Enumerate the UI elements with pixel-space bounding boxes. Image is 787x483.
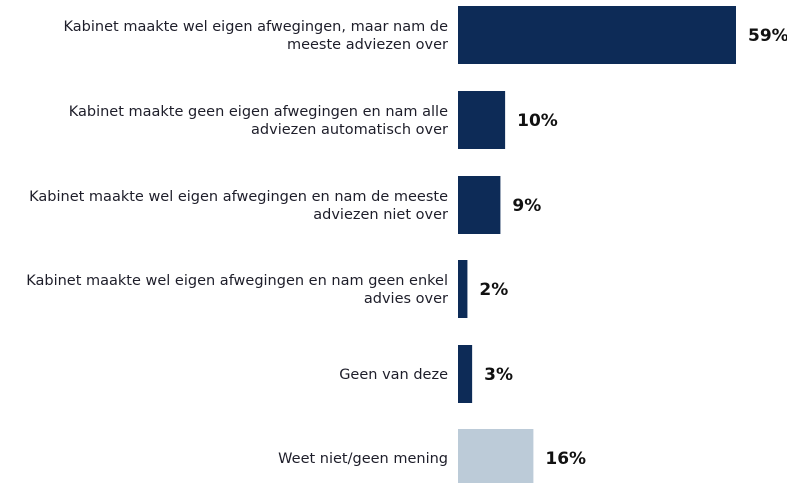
category-label-4-line-0: Geen van deze [339, 367, 448, 383]
category-label-0-line-1: meeste adviezen over [287, 37, 448, 53]
value-label-0: 59% [748, 26, 787, 46]
value-label-1: 10% [517, 111, 558, 131]
value-label-3: 2% [479, 280, 508, 300]
category-label-2-line-0: Kabinet maakte wel eigen afwegingen en n… [29, 189, 448, 205]
value-label-4: 3% [484, 365, 513, 385]
bar-4 [458, 345, 473, 403]
category-label-3-line-0: Kabinet maakte wel eigen afwegingen en n… [26, 273, 448, 289]
bar-3 [458, 260, 468, 318]
category-label-3-line-1: advies over [364, 291, 448, 307]
category-label-1-line-1: adviezen automatisch over [251, 122, 448, 138]
bar-5 [458, 429, 534, 483]
value-label-2: 9% [512, 196, 541, 216]
category-label-1-line-0: Kabinet maakte geen eigen afwegingen en … [69, 104, 448, 120]
category-label-5-line-0: Weet niet/geen mening [278, 451, 448, 467]
category-label-2-line-1: adviezen niet over [313, 207, 448, 223]
bar-1 [458, 91, 506, 149]
value-label-5: 16% [545, 449, 586, 469]
bar-0 [458, 6, 736, 64]
category-label-0-line-0: Kabinet maakte wel eigen afwegingen, maa… [64, 19, 449, 35]
bar-2 [458, 176, 501, 234]
